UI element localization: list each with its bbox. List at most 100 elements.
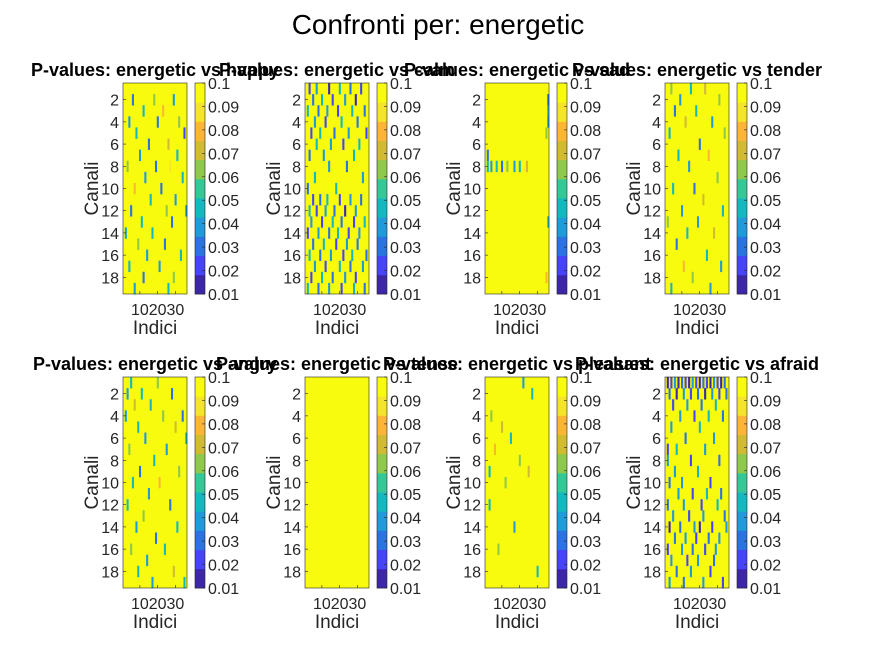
y-tick-label: 6 (652, 137, 661, 154)
colorbar-tick-label: 0.03 (208, 534, 239, 551)
heatmap-cell (312, 194, 315, 206)
y-axis-label: Canali (264, 162, 285, 216)
heatmap-cell (162, 105, 165, 117)
heatmap-cell (716, 377, 719, 389)
heatmap-cell (695, 377, 698, 389)
heatmap-cell (711, 116, 714, 128)
colorbar-tick-label: 0.09 (390, 393, 421, 410)
heatmap-cell (310, 127, 313, 139)
heatmap-cell (358, 138, 361, 150)
heatmap-cell (324, 205, 327, 217)
heatmap-cell (137, 565, 140, 578)
heatmap-cell (700, 399, 703, 411)
heatmap-cell (310, 271, 313, 284)
heatmap-cell (689, 565, 692, 578)
heatmap-cell (131, 476, 134, 489)
y-tick-label: 6 (472, 431, 481, 448)
colorbar-segment (195, 511, 205, 531)
heatmap-cell (713, 227, 716, 239)
y-tick-label: 14 (283, 226, 301, 243)
colorbar-tick-label: 0.02 (750, 558, 781, 575)
y-tick-label: 12 (101, 498, 119, 515)
heatmap-cell (344, 271, 347, 284)
y-tick-label: 14 (463, 226, 481, 243)
colorbar-tick-label: 0.04 (208, 511, 239, 528)
heatmap-cell (335, 238, 338, 250)
y-tick-label: 2 (472, 387, 481, 404)
colorbar-segment (195, 83, 205, 103)
heatmap-cell (675, 443, 678, 456)
heatmap-cell (675, 565, 678, 578)
colorbar-tick-label: 0.06 (208, 170, 239, 187)
colorbar-segment (195, 236, 205, 257)
colorbar-tick-label: 0.04 (570, 217, 601, 234)
y-tick-label: 10 (643, 476, 661, 493)
heatmap-cell (171, 216, 174, 228)
colorbar-tick-label: 0.07 (390, 146, 421, 163)
x-tick-label: 10 (313, 302, 331, 319)
y-tick-label: 12 (283, 498, 301, 515)
heatmap-cell (331, 216, 334, 228)
heatmap-cell (695, 532, 698, 544)
y-tick-label: 16 (101, 542, 119, 559)
colorbar-tick-label: 0.07 (750, 146, 781, 163)
colorbar-tick-label: 0.08 (750, 417, 781, 434)
heatmap-cell (149, 399, 152, 411)
heatmap-cell (702, 576, 705, 589)
heatmap-cell (684, 116, 687, 128)
y-tick-label: 14 (101, 226, 119, 243)
heatmap-cell (705, 488, 708, 500)
heatmap-cell (681, 543, 684, 555)
heatmap-cell (321, 271, 324, 284)
heatmap-cell (716, 171, 719, 184)
x-tick-label: 20 (331, 596, 349, 613)
heatmap-cell (338, 194, 341, 206)
colorbar-tick-label: 0.09 (208, 393, 239, 410)
colorbar-segment (557, 198, 567, 218)
heatmap-cell (354, 205, 357, 217)
heatmap-cell (344, 94, 347, 106)
heatmap-cell (165, 443, 168, 456)
y-tick-label: 6 (472, 137, 481, 154)
heatmap-cell (337, 227, 340, 239)
heatmap-cell (172, 94, 175, 106)
heatmap-background (485, 83, 549, 294)
heatmap-cell (506, 160, 509, 173)
y-axis-label: Canali (82, 162, 103, 216)
heatmap-cell (171, 388, 174, 400)
colorbar-segment (557, 415, 567, 435)
y-tick-label: 8 (110, 159, 119, 176)
colorbar-segment (557, 530, 567, 551)
y-tick-label: 10 (101, 182, 119, 199)
colorbar-tick-label: 0.02 (208, 264, 239, 281)
y-axis-label: Canali (624, 162, 645, 216)
y-tick-label: 8 (652, 159, 661, 176)
heatmap-cell (677, 488, 680, 500)
heatmap-cell (723, 510, 726, 522)
heatmap-cell (684, 532, 687, 544)
heatmap-cell (169, 160, 172, 173)
heatmap-cell (306, 105, 309, 117)
colorbar-tick-label: 0.09 (570, 393, 601, 410)
heatmap-cell (547, 216, 550, 228)
heatmap-cell (670, 83, 673, 95)
heatmap-cell (709, 377, 712, 389)
heatmap-cell (319, 127, 322, 139)
colorbar-segment (377, 83, 387, 103)
heatmap-cell (172, 271, 175, 284)
heatmap-cell (702, 194, 705, 206)
colorbar-segment (377, 415, 387, 435)
colorbar-tick-label: 0.07 (208, 146, 239, 163)
colorbar-segment (737, 255, 747, 276)
colorbar-tick-label: 0.1 (208, 76, 230, 93)
colorbar-segment (195, 140, 205, 161)
heatmap-cell (155, 160, 158, 173)
heatmap-cell (681, 377, 684, 389)
heatmap-cell (547, 94, 550, 106)
heatmap-cell (725, 521, 728, 533)
colorbar-tick-label: 0.1 (390, 76, 412, 93)
y-tick-label: 6 (110, 431, 119, 448)
